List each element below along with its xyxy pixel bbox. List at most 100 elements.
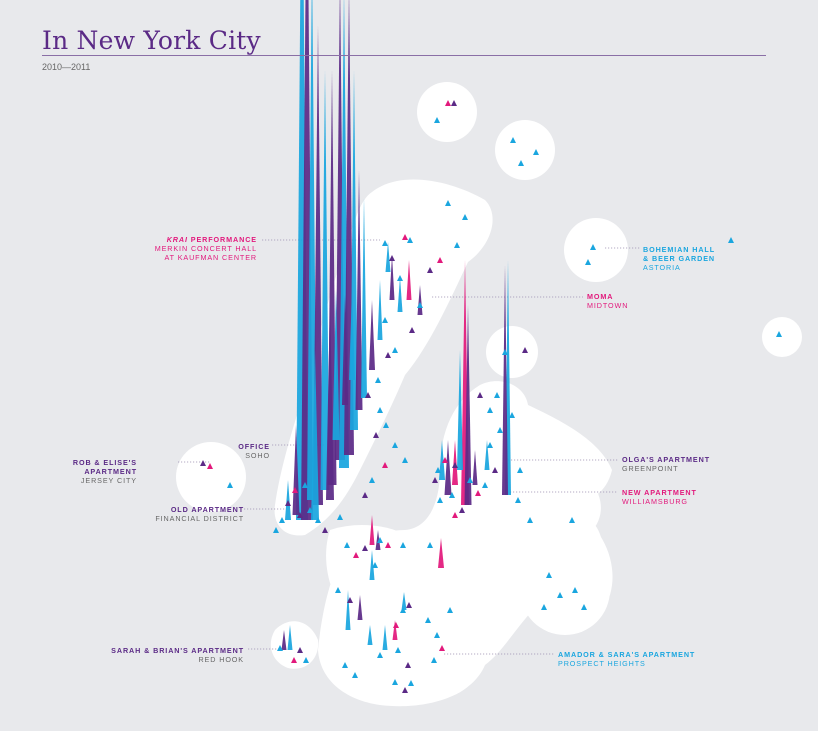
marker-34 (383, 422, 389, 428)
spike-43 (287, 625, 293, 650)
bohemian-name: BOHEMIAN HALL (643, 245, 715, 254)
visit-spikes (200, 0, 782, 693)
marker-6 (518, 160, 524, 166)
marker-47 (337, 514, 343, 520)
marker-59 (449, 492, 455, 498)
amador-neighborhood: PROSPECT HEIGHTS (558, 659, 646, 668)
marker-94 (352, 672, 358, 678)
marker-70 (515, 497, 521, 503)
marker-104 (297, 647, 303, 653)
marker-62 (437, 497, 443, 503)
marker-61 (452, 512, 458, 518)
marker-71 (527, 517, 533, 523)
marker-54 (475, 490, 481, 496)
land-island-1 (417, 82, 477, 142)
marker-18 (454, 242, 460, 248)
land-areas (176, 82, 802, 707)
spike-18 (342, 295, 348, 405)
marker-22 (402, 234, 408, 240)
marker-37 (402, 457, 408, 463)
marker-48 (285, 500, 291, 506)
spike-35 (472, 450, 478, 485)
spike-48 (375, 530, 381, 550)
label-moma: MOMA MIDTOWN (587, 292, 628, 310)
marker-14 (207, 463, 213, 469)
olga-neighborhood: GREENPOINT (622, 464, 679, 473)
marker-99 (439, 645, 445, 651)
label-office: OFFICE SOHO (238, 442, 270, 460)
marker-26 (382, 317, 388, 323)
old-apartment-neighborhood: FINANCIAL DISTRICT (155, 514, 244, 523)
title-rule (42, 55, 766, 56)
page-title: In New York City (42, 26, 261, 55)
amador-name: AMADOR & SARA'S APARTMENT (558, 650, 696, 659)
spike-28 (464, 305, 472, 505)
marker-93 (342, 662, 348, 668)
marker-19 (437, 257, 443, 263)
moma-name: MOMA (587, 292, 614, 301)
marker-7 (590, 244, 596, 250)
marker-96 (392, 679, 398, 685)
spike-11 (355, 170, 363, 410)
leader-lines (178, 239, 640, 655)
marker-28 (392, 347, 398, 353)
spike-40 (357, 595, 363, 620)
spike-36 (484, 440, 490, 470)
marker-51 (487, 442, 493, 448)
marker-8 (585, 259, 591, 265)
office-neighborhood: SOHO (245, 451, 270, 460)
spike-47 (369, 515, 375, 545)
marker-107 (291, 657, 297, 663)
marker-29 (385, 352, 391, 358)
marker-21 (407, 237, 413, 243)
marker-63 (432, 477, 438, 483)
marker-55 (467, 477, 473, 483)
marker-49 (292, 487, 298, 493)
moma-neighborhood: MIDTOWN (587, 301, 629, 310)
land-island-8 (520, 545, 610, 635)
marker-69 (517, 467, 523, 473)
spike-26 (385, 242, 391, 272)
spike-41 (367, 625, 373, 645)
marker-45 (273, 527, 279, 533)
marker-65 (509, 412, 515, 418)
marker-89 (406, 602, 412, 608)
marker-11 (502, 349, 508, 355)
spike-46 (401, 592, 407, 610)
land-island-6 (176, 442, 246, 512)
marker-32 (365, 392, 371, 398)
label-sarah-brian: SARAH & BRIAN'S APARTMENT RED HOOK (111, 646, 244, 664)
office-name: OFFICE (238, 442, 270, 451)
marker-67 (477, 392, 483, 398)
marker-68 (494, 392, 500, 398)
marker-50 (302, 482, 308, 488)
label-old-apartment: OLD APARTMENT FINANCIAL DISTRICT (155, 505, 244, 523)
marker-77 (581, 604, 587, 610)
marker-88 (400, 607, 406, 613)
marker-72 (569, 517, 575, 523)
spike-19 (349, 290, 355, 380)
marker-78 (377, 537, 383, 543)
marker-82 (372, 562, 378, 568)
spike-38 (438, 538, 444, 568)
marker-9 (728, 237, 734, 243)
marker-100 (434, 632, 440, 638)
sarah-neighborhood: RED HOOK (198, 655, 244, 664)
marker-38 (382, 462, 388, 468)
spike-45 (392, 620, 398, 640)
rob-name-2: APARTMENT (84, 467, 137, 476)
marker-40 (362, 492, 368, 498)
marker-13 (200, 460, 206, 466)
spike-21 (377, 280, 383, 340)
marker-52 (492, 467, 498, 473)
marker-60 (459, 507, 465, 513)
spike-42 (382, 625, 388, 650)
marker-42 (297, 512, 303, 518)
marker-43 (315, 517, 321, 523)
marker-81 (362, 545, 368, 551)
marker-66 (487, 407, 493, 413)
krai-name: KRAI PERFORMANCE (155, 235, 257, 244)
label-bohemian-hall: BOHEMIAN HALL & BEER GARDEN ASTORIA (643, 245, 715, 272)
bohemian-name-2: & BEER GARDEN (643, 254, 716, 263)
